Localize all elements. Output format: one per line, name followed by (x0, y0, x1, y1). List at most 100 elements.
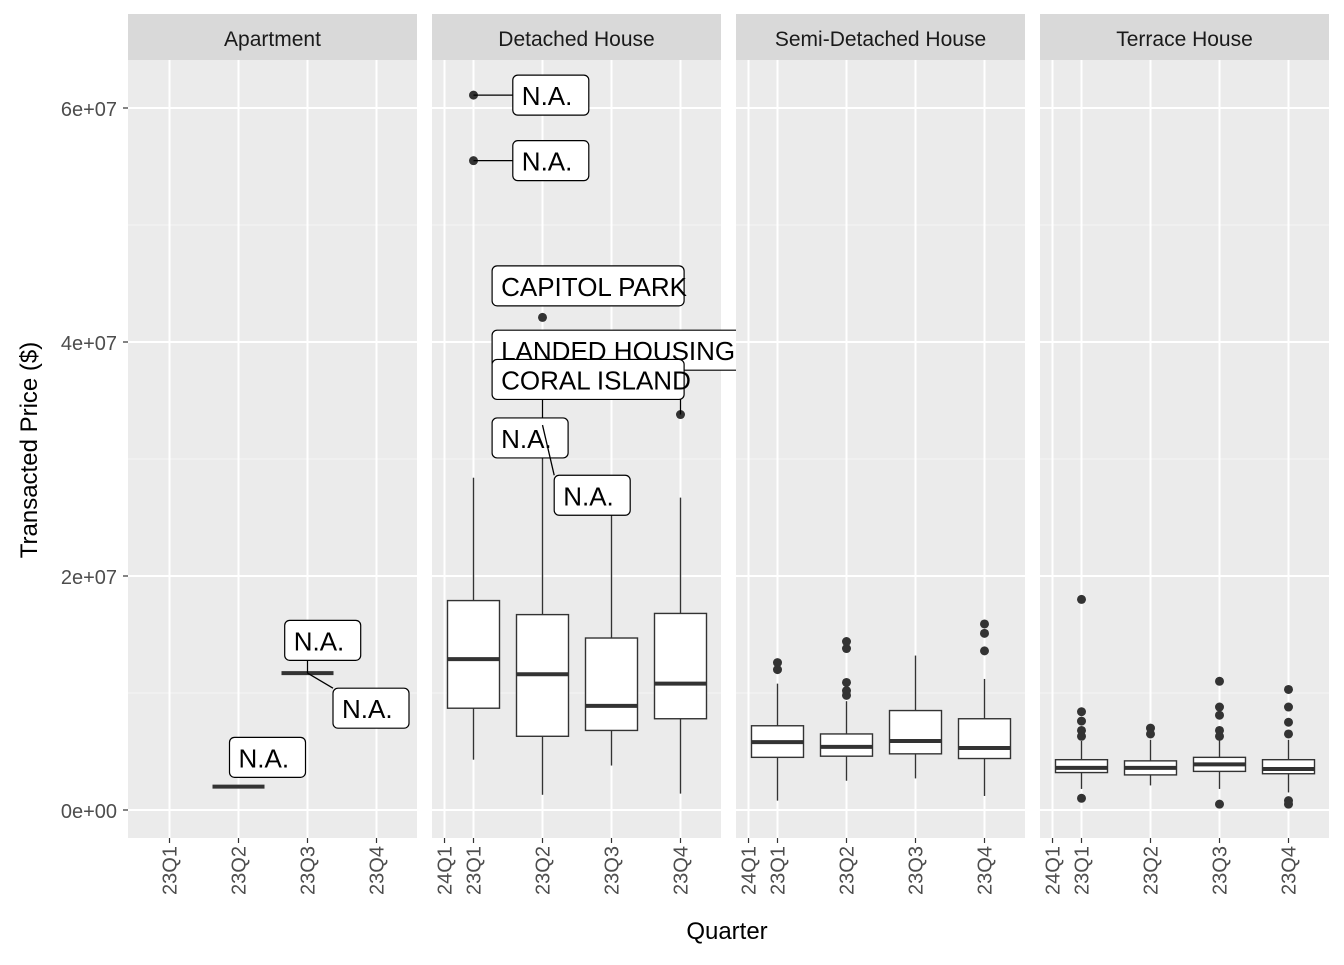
outlier-point (1077, 731, 1086, 741)
label-text: N.A. (522, 147, 573, 177)
outlier-point (1077, 594, 1086, 604)
box-23Q4 (653, 497, 708, 794)
label-connector (541, 424, 555, 476)
outlier-point (980, 628, 989, 638)
box-23Q1 (1054, 740, 1109, 789)
box-23Q2 (819, 701, 874, 781)
x-tick-label: 24Q1 (1043, 846, 1065, 895)
repel-label: CORAL ISLAND (491, 358, 691, 426)
outlier-point (980, 646, 989, 656)
box-23Q2 (1123, 739, 1178, 786)
label-text: N.A. (522, 81, 573, 111)
box-iqr (888, 709, 943, 755)
y-tick-label: 6e+07 (61, 99, 117, 121)
box-23Q3 (888, 655, 943, 779)
x-tick-label: 23Q2 (229, 846, 251, 895)
box-23Q3 (584, 513, 639, 766)
facet-panel: Semi-Detached House 24Q1 23Q1 23Q2 23Q3 23Q4 (736, 14, 1025, 895)
label-box (491, 358, 685, 401)
y-tick-label: 4e+07 (61, 333, 117, 355)
box-iqr (1261, 758, 1316, 775)
outlier-point (1284, 717, 1293, 727)
outlier-point (1284, 729, 1293, 739)
x-tick-label: 23Q4 (367, 846, 389, 895)
box-iqr (584, 637, 639, 732)
repel-label: N.A. (491, 417, 569, 459)
repel-label: N.A. (473, 140, 590, 182)
y-tick-label: 2e+07 (61, 567, 117, 589)
outlier-point (1077, 793, 1086, 803)
label-text: N.A. (239, 743, 290, 773)
x-tick-label: 23Q2 (837, 846, 859, 895)
x-tick-label: 23Q4 (975, 846, 997, 895)
repel-label: N.A. (228, 736, 307, 778)
outlier-point (842, 637, 851, 647)
facet-strip (432, 14, 721, 60)
outlier-point (842, 686, 851, 696)
outlier-point (980, 619, 989, 629)
outlier-point (1077, 716, 1086, 726)
facet-strip-label: Terrace House (1116, 28, 1253, 51)
x-tick-label: 23Q3 (298, 846, 320, 895)
box-23Q4 (957, 678, 1012, 796)
label-box (332, 687, 410, 729)
x-tick-label: 23Q2 (533, 846, 555, 895)
outlier-point (842, 644, 851, 654)
facet-panel: Apartment 23Q1 23Q2 23Q3 23Q4 N.A. N.A. N.A. (128, 14, 417, 895)
x-axis-title: Quarter (686, 918, 767, 945)
panel-background (1040, 60, 1329, 838)
label-box (512, 140, 590, 182)
outlier-point (1215, 799, 1224, 809)
x-tick-label: 24Q1 (435, 846, 457, 895)
outlier-point (1077, 707, 1086, 717)
x-tick-label: 23Q1 (464, 846, 486, 895)
x-tick-label: 23Q4 (671, 846, 693, 895)
outlier-point (1215, 731, 1224, 741)
repel-label: CAPITOL PARK (491, 265, 688, 307)
box-23Q3 (1192, 737, 1247, 789)
label-box (284, 619, 362, 661)
box-23Q2 (515, 426, 570, 795)
facet-strip (1040, 14, 1329, 60)
label-box (491, 417, 569, 459)
outlier-point (773, 658, 782, 668)
outlier-point (1215, 676, 1224, 686)
outlier-point (842, 677, 851, 687)
outlier-point (1215, 702, 1224, 712)
label-text: N.A. (342, 694, 393, 724)
x-tick-label: 23Q3 (906, 846, 928, 895)
label-text: N.A. (563, 481, 614, 511)
label-box (491, 265, 685, 307)
outlier-point (1215, 710, 1224, 720)
box-23Q1 (446, 477, 501, 760)
outlier-point (538, 312, 547, 322)
x-tick-label: 23Q1 (768, 846, 790, 895)
label-text: N.A. (501, 424, 552, 454)
outlier-point (1284, 702, 1293, 712)
x-tick-label: 23Q4 (1279, 846, 1301, 895)
outlier-point (1146, 729, 1155, 739)
repel-label: N.A. (307, 672, 410, 729)
repel-label: N.A. (541, 424, 631, 516)
x-tick-label: 23Q2 (1141, 846, 1163, 895)
x-tick-label: 23Q3 (602, 846, 624, 895)
box-iqr (653, 612, 708, 720)
label-text: CORAL ISLAND (501, 365, 691, 395)
label-box (553, 474, 631, 516)
box-23Q4 (1261, 739, 1316, 793)
label-box (228, 736, 307, 778)
outlier-point (773, 665, 782, 675)
box-iqr (957, 718, 1012, 760)
facet-panel: Terrace House 24Q1 23Q1 23Q2 23Q3 23Q4 (1040, 14, 1329, 895)
label-text: N.A. (294, 626, 345, 656)
box-iqr (446, 599, 501, 709)
x-tick-label: 23Q3 (1210, 846, 1232, 895)
repel-label: N.A. (284, 619, 362, 674)
y-axis-title: Transacted Price ($) (16, 342, 43, 559)
x-tick-label: 23Q1 (1072, 846, 1094, 895)
repel-label: N.A. (473, 74, 590, 116)
facet-strip-label: Apartment (224, 28, 321, 51)
outlier-point (1284, 684, 1293, 694)
